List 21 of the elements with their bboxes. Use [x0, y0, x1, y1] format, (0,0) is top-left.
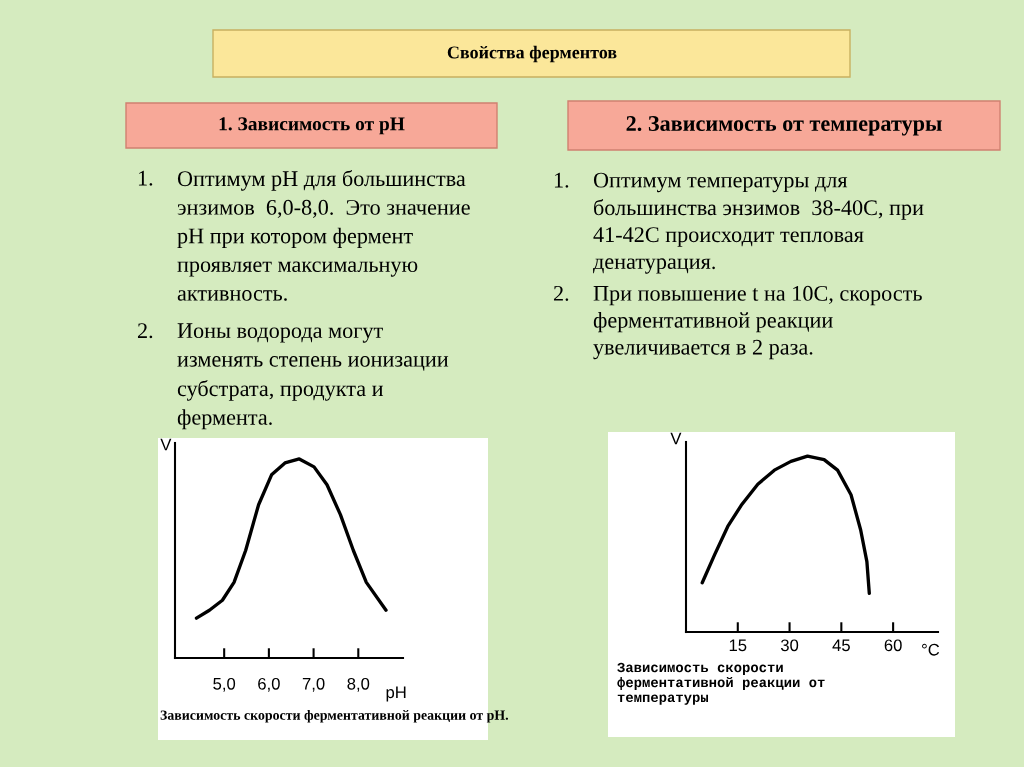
text: Зависимость скорости ферментативной реакции от температуры: [617, 662, 825, 705]
x-tick-label: 30: [780, 639, 799, 652]
x-tick-label: 45: [832, 639, 850, 652]
x-tick-label: 8,0: [347, 677, 370, 692]
y-axis-title: V: [160, 438, 172, 451]
text: 2. При повышение t на 10С, скорость ферментативной реакции увеличивается в 2 раза.: [553, 285, 922, 360]
y-axis-title: V: [670, 432, 682, 445]
text: 1. Зависимость от рН: [219, 117, 405, 135]
x-tick-label: 15: [729, 639, 747, 652]
text: 2. Зависимость от температуры: [626, 116, 942, 136]
text: Свойства ферментов: [447, 45, 617, 63]
x-tick-label: 7,0: [302, 677, 325, 692]
x-tick-label: 6,0: [258, 677, 280, 692]
x-axis-title: pH: [386, 686, 406, 702]
x-tick-label: 60: [884, 639, 902, 652]
x-axis-title: °C: [922, 643, 940, 656]
text: Зависимость скорости ферментативной реакции от pH.: [160, 710, 509, 723]
text: 1. Оптимум рН для большинства энзимов 6,0-8,0. Это значение рН при котором фермент проявляет максимальную активность.: [138, 170, 470, 301]
text: 2. Ионы водорода могут изменять степень ионизации субстрата, продукта и фермента.: [137, 323, 449, 430]
text: 1. Оптимум температуры для большинства энзимов 38-40С, при 41-42С происходит тепловая денатурация.: [554, 172, 924, 274]
x-tick-label: 5,0: [213, 677, 236, 692]
